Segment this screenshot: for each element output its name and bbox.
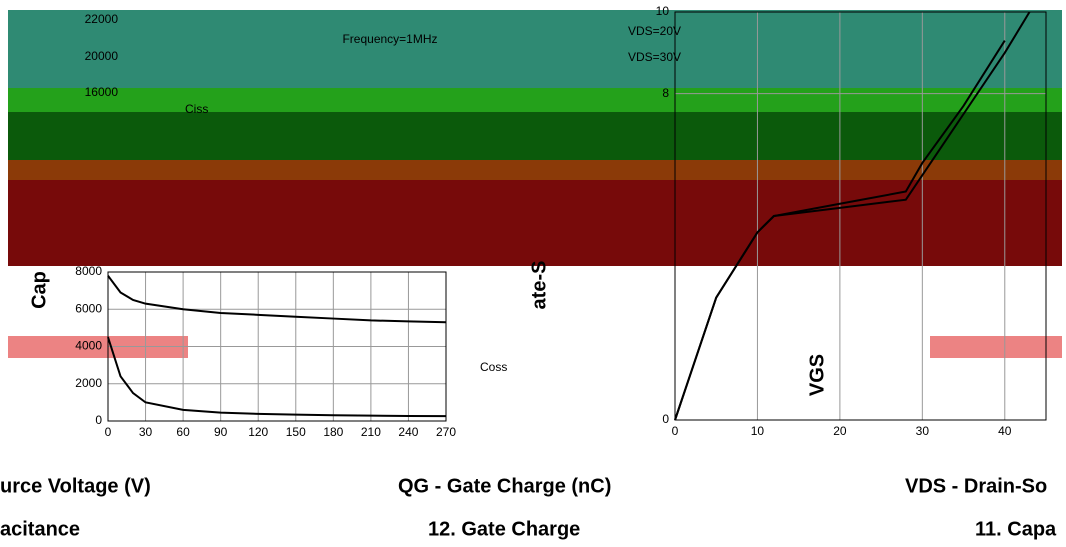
x-tick-label: 180 <box>323 425 343 439</box>
fragment-label: 11. Capa <box>975 518 1057 540</box>
x-tick-label: 150 <box>286 425 306 439</box>
fragment-label: 16000 <box>85 85 119 99</box>
y-tick-label: 0 <box>95 413 102 427</box>
y-tick-label: 8 <box>662 86 669 100</box>
page: {"chart_data": [ {"type": "line", "title… <box>0 0 1066 542</box>
x-tick-label: 40 <box>998 424 1012 438</box>
band <box>8 10 1062 88</box>
band <box>8 88 1062 112</box>
y-tick-label: 6000 <box>75 301 102 315</box>
y-tick-label: 8000 <box>75 264 102 278</box>
x-tick-label: 30 <box>139 425 153 439</box>
x-tick-label: 210 <box>361 425 381 439</box>
x-tick-label: 90 <box>214 425 228 439</box>
fragment-label: VDS - Drain-So <box>905 475 1047 497</box>
x-axis-label: urce Voltage (V) <box>0 475 151 497</box>
fragment-label: VGS <box>806 354 828 396</box>
band <box>8 180 1062 266</box>
series-label: VDS=20V <box>628 24 681 38</box>
series-label: Coss <box>480 360 507 374</box>
x-tick-label: 0 <box>105 425 112 439</box>
x-tick-label: 240 <box>398 425 418 439</box>
chart-title: 12. Gate Charge <box>428 518 580 540</box>
fragment-label: 20000 <box>85 49 119 63</box>
y-tick-label: 10 <box>656 4 670 18</box>
band <box>8 112 1062 160</box>
x-tick-label: 10 <box>751 424 765 438</box>
x-tick-label: 0 <box>672 424 679 438</box>
annotation: Frequency=1MHz <box>342 32 437 46</box>
y-tick-label: 4000 <box>75 339 102 353</box>
fragment-label: 22000 <box>85 12 119 26</box>
y-axis-label: ate-S <box>528 261 550 310</box>
x-tick-label: 60 <box>176 425 190 439</box>
band <box>8 160 1062 180</box>
band <box>930 336 1062 358</box>
y-tick-label: 2000 <box>75 376 102 390</box>
x-axis-label: QG - Gate Charge (nC) <box>398 475 611 497</box>
y-tick-label: 0 <box>662 412 669 426</box>
x-tick-label: 120 <box>248 425 268 439</box>
chart-title: acitance <box>0 518 80 540</box>
x-tick-label: 270 <box>436 425 456 439</box>
y-axis-label: Cap <box>28 271 50 309</box>
chart: 0306090120150180210240270020004000600080… <box>0 0 1066 542</box>
series-line <box>108 276 446 323</box>
series-label: VDS=30V <box>628 50 681 64</box>
series-label: Ciss <box>185 102 208 116</box>
x-tick-label: 20 <box>833 424 847 438</box>
x-tick-label: 30 <box>916 424 930 438</box>
